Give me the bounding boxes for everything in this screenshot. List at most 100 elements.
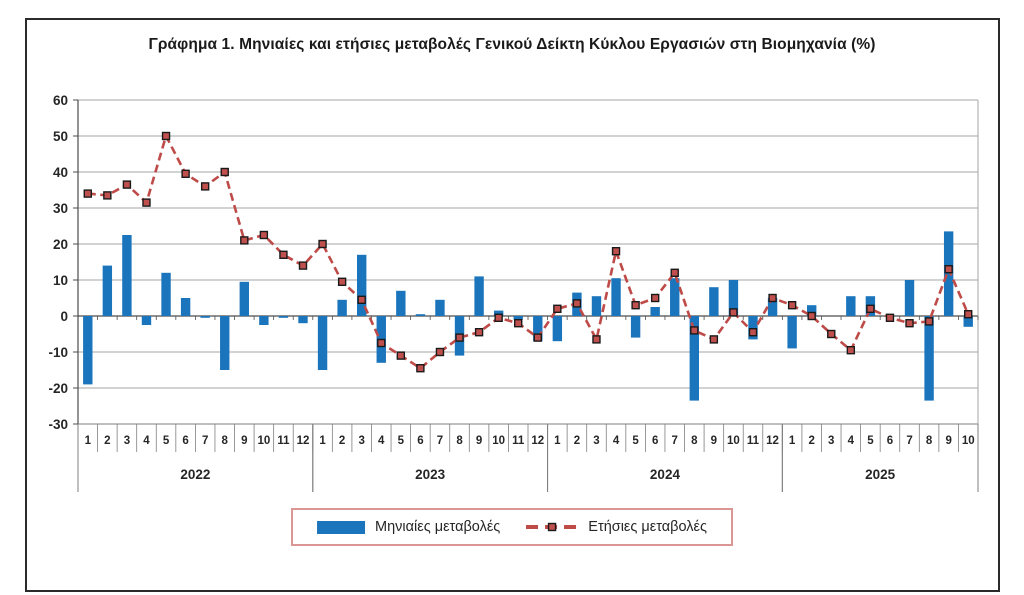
line-marker [650,293,660,303]
line-marker [122,180,132,189]
line-marker [377,338,386,348]
month-tick-label: 4 [848,435,855,447]
line-marker [240,236,249,245]
month-tick-label: 9 [711,435,717,447]
bar [180,298,191,316]
month-tick-label: 10 [727,435,740,447]
month-tick-label: 8 [456,435,463,447]
month-tick-label: 7 [437,435,443,447]
year-label: 2023 [415,467,446,482]
year-label: 2022 [180,467,210,482]
line-marker [553,304,562,313]
bar [807,305,817,316]
line-marker [161,131,171,141]
bar [435,299,445,316]
month-tick-label: 9 [241,435,247,447]
bar [337,299,347,316]
month-tick-label: 7 [672,435,678,447]
month-tick-label: 1 [789,435,796,447]
bar [767,298,778,316]
bar [278,316,289,318]
gridlines [78,99,978,425]
bar [924,316,934,401]
line-marker [298,261,308,270]
bar [963,316,973,327]
line-marker [885,313,895,322]
month-tick-label: 8 [926,435,933,447]
line-marker [259,230,269,240]
bar [220,316,230,370]
bar [591,296,602,316]
bar [552,316,563,342]
bar [943,231,954,316]
month-tick-label: 7 [906,435,912,447]
bar [102,265,113,316]
bar [396,290,406,316]
line-marker [279,250,288,260]
month-tick-label: 7 [202,435,208,447]
month-tick-label: 2 [104,435,110,447]
bar [846,296,856,316]
month-tick-label: 3 [124,435,130,447]
month-tick-label: 3 [828,435,834,447]
line-marker [337,277,347,286]
line-marker [846,346,856,355]
chart-title: Γράφημα 1. Μηνιαίες και ετήσιες μεταβολέ… [148,36,876,53]
line-marker [474,328,484,337]
line-marker [827,329,836,339]
bar [630,316,641,338]
month-tick-label: 5 [867,435,874,447]
line-marker [964,310,973,319]
line-marker [787,301,797,310]
month-tick-label: 8 [222,435,229,447]
legend: Μηνιαίες μεταβολές Ετήσιες μεταβολές [291,508,733,546]
line-marker [572,299,582,308]
line-marker [670,268,679,277]
bar [83,316,93,385]
month-tick-label: 6 [887,435,893,447]
line-marker [455,333,464,342]
y-tick-label: -20 [48,381,68,396]
month-tick-label: 2 [339,435,345,447]
annual-line-swatch-icon [526,522,579,532]
month-tick-label: 3 [358,435,364,447]
bar [650,307,660,316]
bar [493,310,504,316]
monthly-bars-series [83,231,973,401]
month-tick-label: 5 [632,435,639,447]
line-marker [709,335,719,344]
line-marker [200,182,210,191]
month-tick-label: 3 [593,435,599,447]
line-marker [83,189,92,198]
bar [474,276,484,316]
line-marker [690,326,699,335]
annual-line [87,132,970,370]
month-tick-label: 2 [574,435,580,447]
month-tick-label: 11 [747,435,760,447]
legend-label-annual: Ετήσιες μεταβολές [588,519,707,535]
line-marker [924,317,934,326]
bar [787,316,797,349]
month-tick-label: 1 [85,435,92,447]
line-marker [435,347,445,357]
month-tick-label: 4 [143,435,150,447]
bar [317,316,328,370]
bar [689,316,699,401]
month-tick-label: 4 [613,435,620,447]
month-tick-label: 12 [297,435,310,447]
line-marker [533,333,542,342]
y-tick-label: 10 [53,273,68,288]
month-tick-label: 4 [378,435,385,447]
axes [73,99,979,492]
line-marker [611,246,621,256]
month-tick-label: 1 [554,435,561,447]
bar [357,254,367,316]
annual-line-series [83,131,973,373]
y-tick-label: 40 [53,165,68,180]
line-marker [357,295,366,304]
month-tick-label: 12 [531,435,544,447]
month-tick-label: 6 [182,435,188,447]
